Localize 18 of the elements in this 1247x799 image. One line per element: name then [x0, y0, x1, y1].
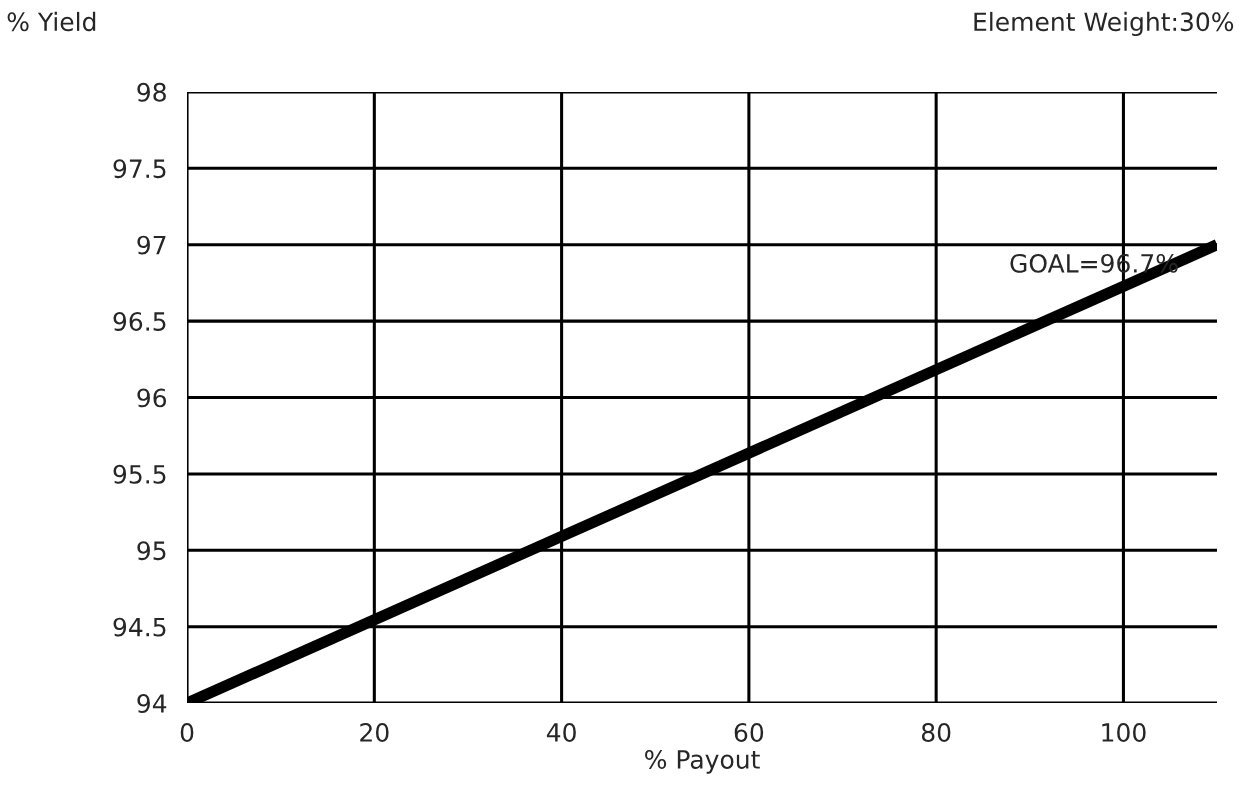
y-tick-label: 95 — [137, 541, 166, 561]
x-tick-label: 0 — [180, 723, 194, 742]
x-tick-label: 60 — [734, 723, 764, 742]
x-tick-label: 40 — [546, 723, 576, 742]
y-tick-label: 98 — [137, 82, 166, 102]
x-tick-label: 80 — [921, 723, 951, 742]
y-tick-label: 97 — [137, 235, 166, 255]
y-axis-title: % Yield — [7, 11, 96, 32]
x-axis-title: % Payout — [645, 749, 760, 774]
y-tick-label: 94.5 — [113, 617, 166, 637]
y-tick-label: 95.5 — [113, 464, 166, 484]
x-tick-label: 100 — [1102, 723, 1146, 742]
x-tick-label: 20 — [360, 723, 389, 742]
y-tick-label: 94 — [137, 694, 167, 713]
chart-title: Element Weight:30% — [974, 11, 1234, 37]
y-tick-label: 97.5 — [113, 159, 166, 179]
y-tick-label: 96 — [137, 388, 167, 408]
y-tick-label: 96.5 — [113, 312, 166, 331]
